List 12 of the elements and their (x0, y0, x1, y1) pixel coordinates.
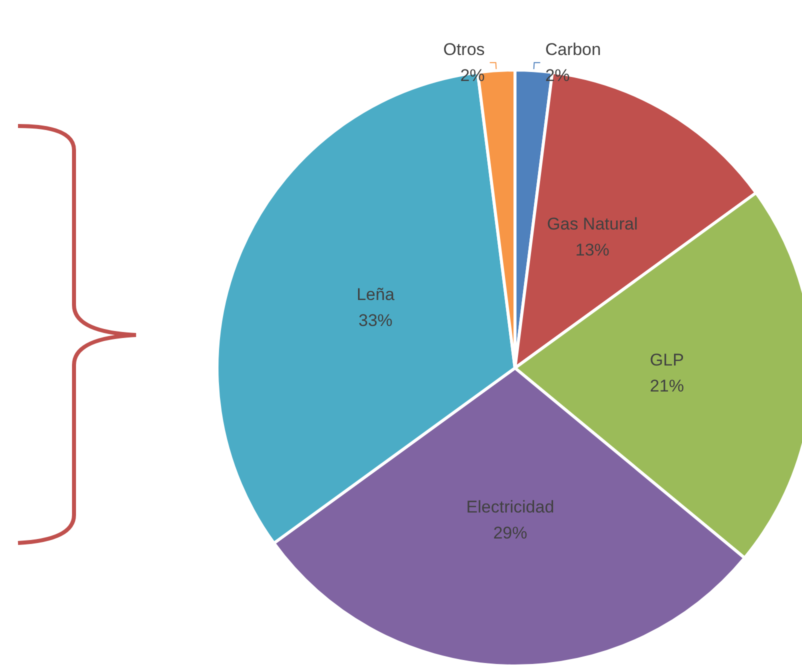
slice-label: Electricidad (466, 497, 554, 516)
data-label: 21% (650, 376, 684, 396)
slice-label: Gas Natural (547, 214, 638, 234)
slice-label: Leña (356, 285, 395, 304)
data-label: 2% (460, 66, 485, 86)
slice-label: GLP (650, 350, 684, 370)
data-label: 13% (575, 240, 610, 260)
data-label: 2% (545, 66, 570, 86)
slice-label: Carbon (545, 40, 601, 60)
slice-label: Otros (443, 40, 485, 60)
data-label: 29% (493, 523, 528, 542)
data-label: 33% (358, 311, 393, 330)
